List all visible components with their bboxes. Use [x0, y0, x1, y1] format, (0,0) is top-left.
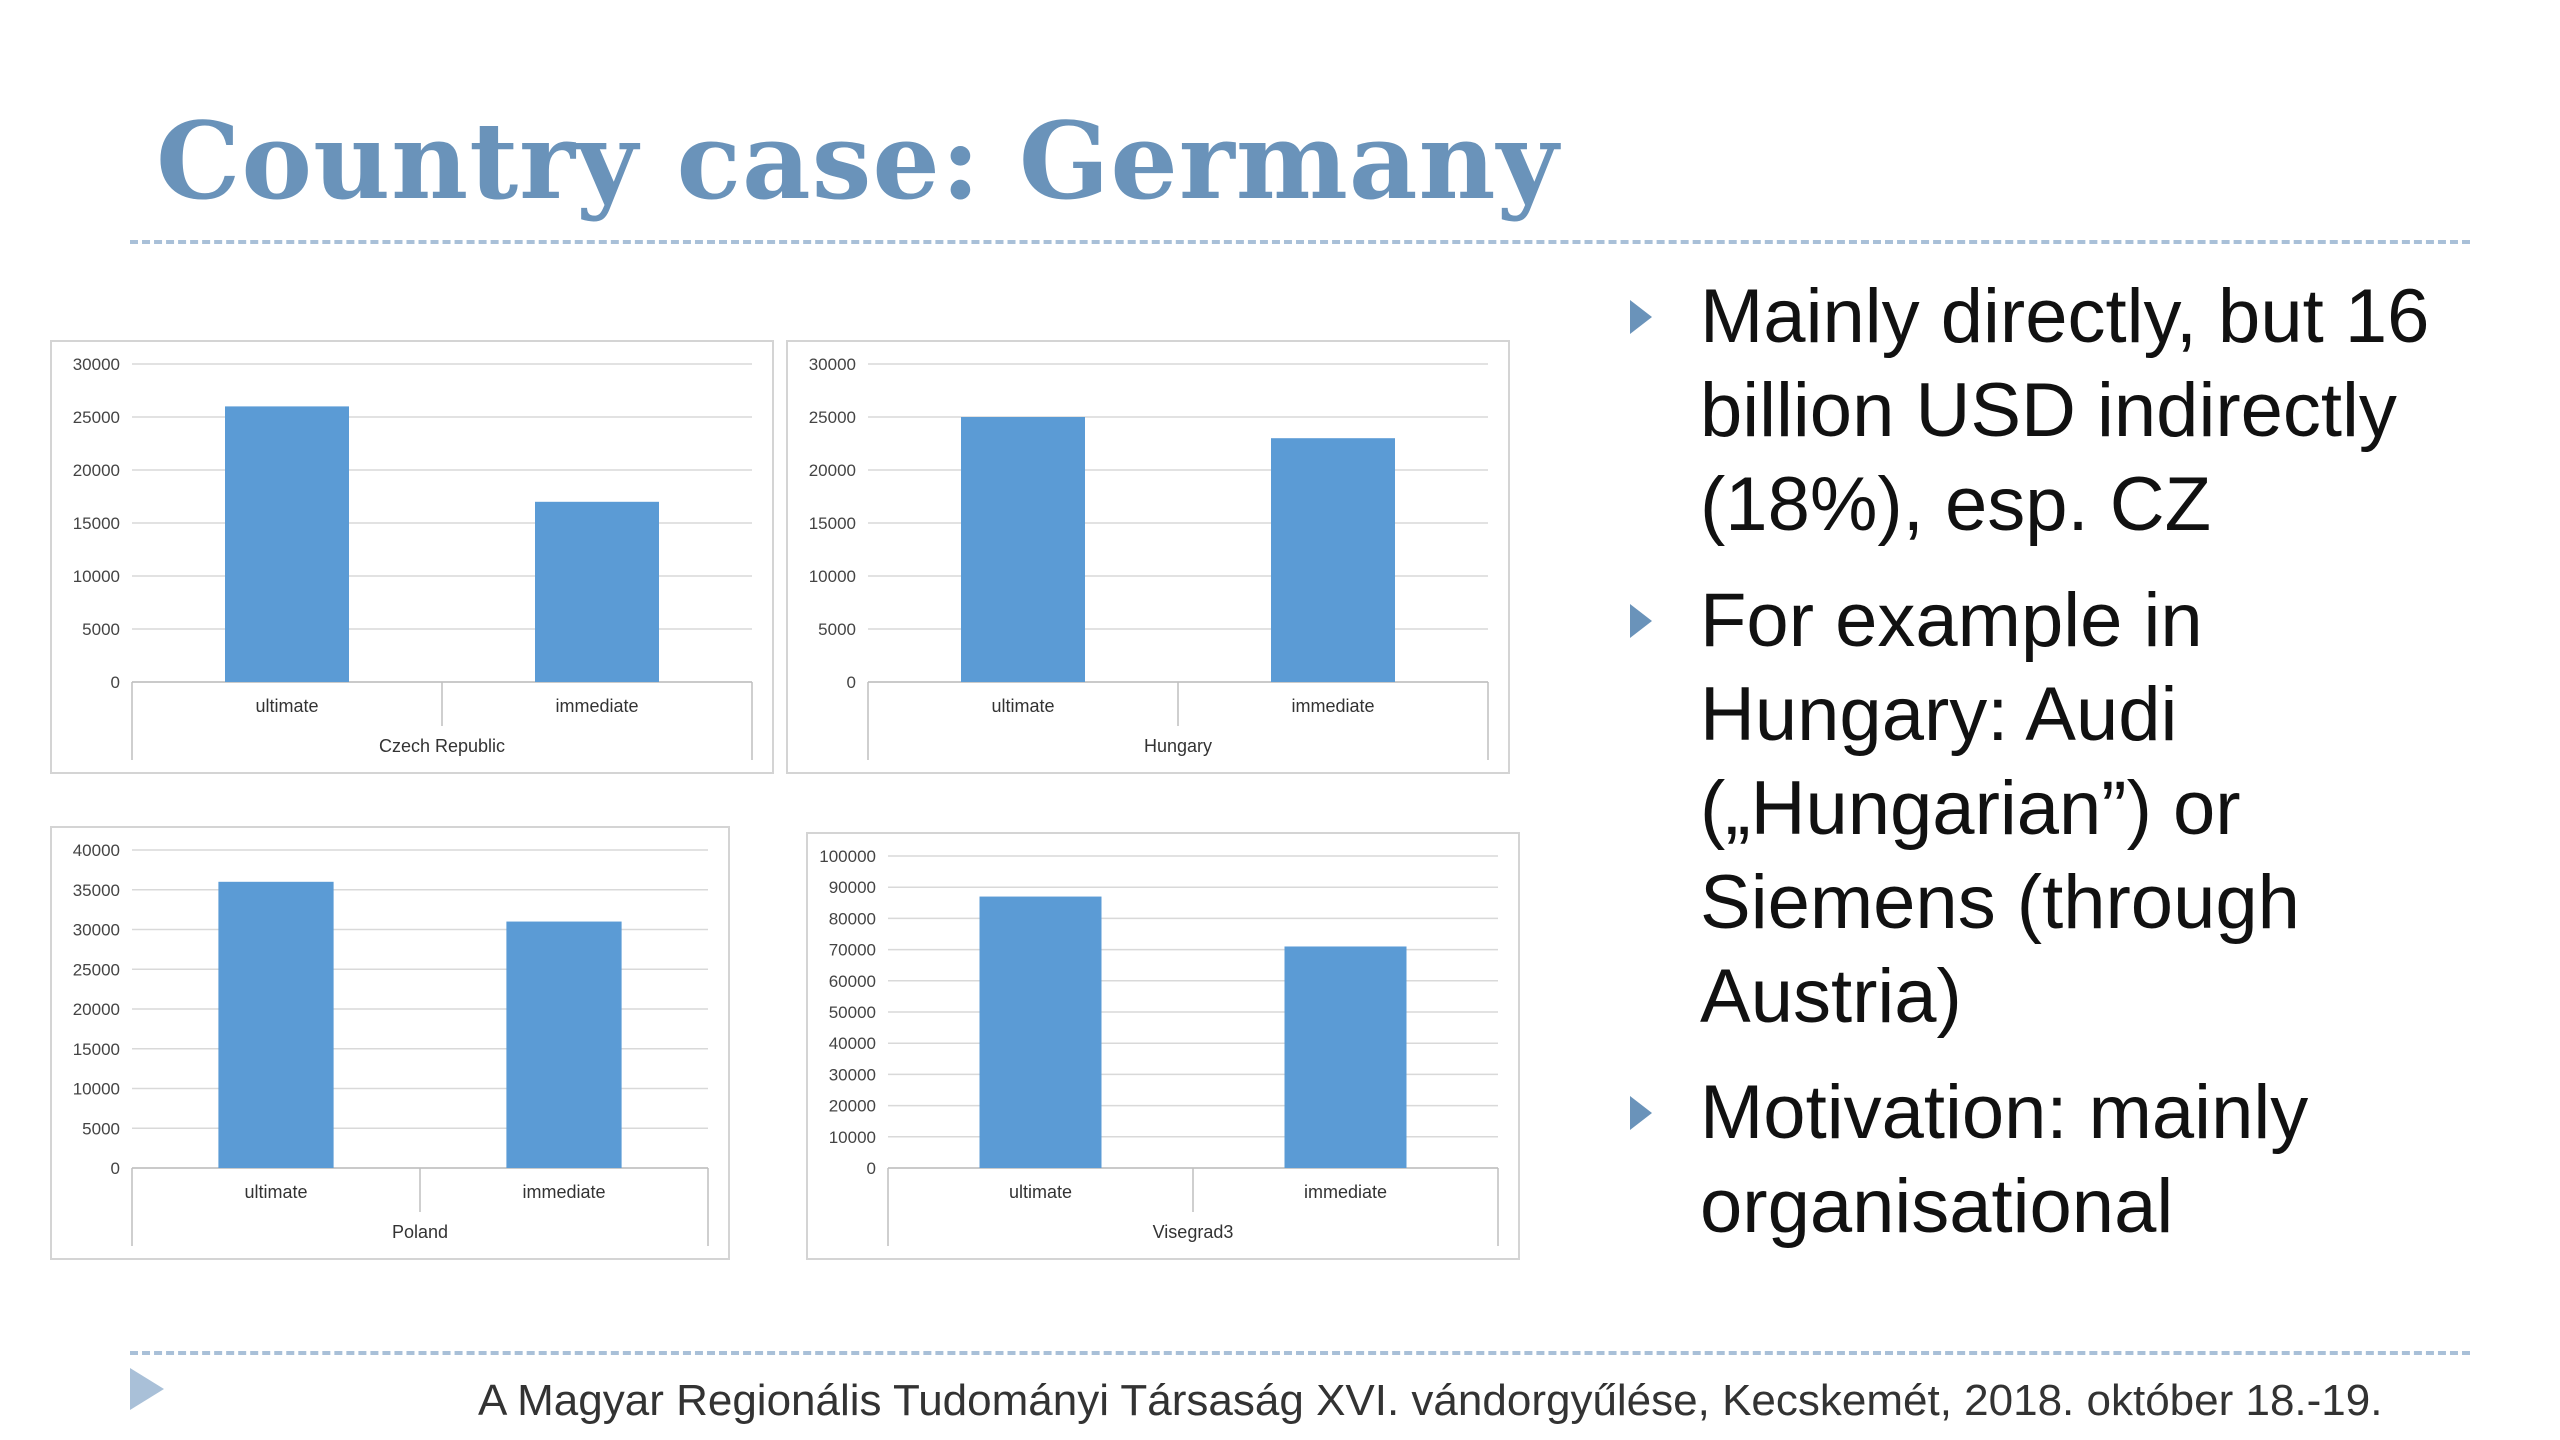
y-tick-label: 90000: [829, 878, 876, 897]
x-axis-group-label: Visegrad3: [1153, 1222, 1234, 1242]
x-category-label: ultimate: [991, 696, 1054, 716]
x-category-label: immediate: [1291, 696, 1374, 716]
chart-svg: 0 5000 10000 15000 20000 25000 30000 ultimate im…: [73, 355, 753, 760]
triangle-bullet-icon: [1630, 300, 1652, 334]
y-tick-label: 20000: [809, 461, 856, 480]
bar-ultimate: [218, 881, 334, 1168]
y-tick-label: 100000: [819, 847, 876, 866]
y-tick-label: 15000: [73, 1040, 120, 1059]
y-tick-label: 30000: [73, 355, 120, 374]
bar-ultimate: [961, 417, 1085, 682]
bar-immediate: [535, 501, 659, 682]
chart-svg: 0 5000 10000 15000 20000 25000 30000 ultimate im…: [809, 355, 1489, 760]
x-axis-group-label: Hungary: [1144, 736, 1212, 756]
y-tick-label: 20000: [829, 1097, 876, 1116]
y-tick-label: 5000: [818, 620, 856, 639]
triangle-bullet-icon: [1630, 1096, 1652, 1130]
chart-czech-republic: 0 5000 10000 15000 20000 25000 30000 ultimate im…: [50, 340, 774, 774]
x-category-label: ultimate: [1009, 1182, 1072, 1202]
chart-hungary: 0 5000 10000 15000 20000 25000 30000 ultimate im…: [786, 340, 1510, 774]
y-tick-label: 5000: [82, 1119, 120, 1138]
bullet-text: Mainly directly, but 16 billion USD indi…: [1700, 274, 2430, 547]
bar-immediate: [1271, 438, 1395, 682]
y-tick-label: 0: [111, 673, 120, 692]
bullet-list: Mainly directly, but 16 billion USD indi…: [1620, 270, 2520, 1276]
footer-divider: [130, 1351, 2470, 1355]
y-tick-label: 20000: [73, 461, 120, 480]
y-tick-label: 20000: [73, 1000, 120, 1019]
bar-ultimate: [225, 406, 349, 682]
title-divider: [130, 240, 2470, 244]
slide-title: Country case: Germany: [156, 98, 1560, 223]
y-tick-label: 50000: [829, 1003, 876, 1022]
y-tick-label: 80000: [829, 909, 876, 928]
y-tick-label: 35000: [73, 881, 120, 900]
bar-ultimate: [979, 896, 1102, 1168]
bullet-item: Motivation: mainly organisational: [1620, 1066, 2520, 1254]
triangle-bullet-icon: [1630, 604, 1652, 638]
y-tick-label: 60000: [829, 972, 876, 991]
x-category-label: immediate: [555, 696, 638, 716]
bullet-item: Mainly directly, but 16 billion USD indi…: [1620, 270, 2520, 552]
y-tick-label: 10000: [73, 567, 120, 586]
bullet-text: For example in Hungary: Audi („Hungarian…: [1700, 578, 2300, 1039]
chart-svg: 0 10000 20000 30000 40000 50000 60000 70000 8000…: [819, 847, 1499, 1246]
footer-triangle-icon: [130, 1368, 164, 1410]
x-category-label: ultimate: [255, 696, 318, 716]
bullet-item: For example in Hungary: Audi („Hungarian…: [1620, 574, 2520, 1044]
y-tick-label: 30000: [809, 355, 856, 374]
y-tick-label: 5000: [82, 620, 120, 639]
y-tick-label: 0: [847, 673, 856, 692]
x-category-label: ultimate: [244, 1182, 307, 1202]
y-tick-label: 25000: [809, 408, 856, 427]
y-tick-label: 30000: [73, 921, 120, 940]
y-tick-label: 40000: [829, 1034, 876, 1053]
y-tick-label: 40000: [73, 841, 120, 860]
y-tick-label: 25000: [73, 960, 120, 979]
y-tick-label: 70000: [829, 941, 876, 960]
bar-immediate: [1284, 946, 1407, 1168]
footer-text: A Magyar Regionális Tudományi Társaság X…: [478, 1376, 2383, 1425]
chart-visegrad3: 0 10000 20000 30000 40000 50000 60000 70000 8000…: [806, 832, 1520, 1260]
y-tick-label: 10000: [73, 1080, 120, 1099]
y-tick-label: 10000: [809, 567, 856, 586]
y-tick-label: 30000: [829, 1065, 876, 1084]
y-tick-label: 15000: [73, 514, 120, 533]
y-tick-label: 15000: [809, 514, 856, 533]
bullet-text: Motivation: mainly organisational: [1700, 1070, 2309, 1249]
y-tick-label: 25000: [73, 408, 120, 427]
chart-poland: 0 5000 10000 15000 20000 25000 30000 35000 40000…: [50, 826, 730, 1260]
bar-immediate: [506, 921, 622, 1168]
x-category-label: immediate: [1304, 1182, 1387, 1202]
x-axis-group-label: Czech Republic: [379, 736, 505, 756]
x-category-label: immediate: [522, 1182, 605, 1202]
y-tick-label: 0: [867, 1159, 876, 1178]
x-axis-group-label: Poland: [392, 1222, 448, 1242]
y-tick-label: 10000: [829, 1128, 876, 1147]
y-tick-label: 0: [111, 1159, 120, 1178]
chart-svg: 0 5000 10000 15000 20000 25000 30000 35000 40000…: [73, 841, 709, 1246]
